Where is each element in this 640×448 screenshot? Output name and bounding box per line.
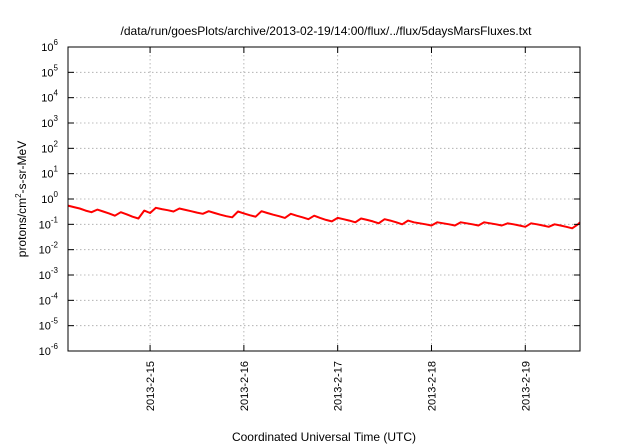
y-axis: 10-6 10-5 10-4 10-3 10-2 10-1 100 101 102 103 104 1… [39, 38, 580, 358]
y-tick-label: 104 [41, 89, 58, 105]
y-tick-label: 10-2 [39, 241, 59, 257]
y-tick-label: 106 [41, 38, 58, 54]
y-tick-label: 100 [41, 190, 58, 206]
x-tick-label: 2013-2-17 [333, 361, 345, 411]
x-tick-label: 2013-2-15 [145, 361, 157, 411]
y-axis-label: protons/cm2-s-sr-MeV [14, 141, 29, 257]
y-axis-label-suffix: -s-sr-MeV [15, 141, 29, 194]
y-tick-label: 10-1 [39, 215, 59, 231]
y-tick-label: 105 [41, 63, 58, 79]
y-axis-label-prefix: protons/cm [15, 198, 29, 257]
y-axis-label-superscript: 2 [14, 193, 23, 198]
y-tick-label: 101 [41, 165, 58, 181]
grid-lines [68, 47, 580, 351]
chart-title: /data/run/goesPlots/archive/2013-02-19/1… [121, 24, 533, 38]
series-layer [67, 204, 581, 230]
y-tick-label: 10-3 [39, 266, 59, 282]
series-line-0 [67, 204, 581, 230]
y-tick-label: 10-5 [39, 317, 59, 333]
y-tick-label: 103 [41, 114, 58, 130]
x-tick-label: 2013-2-16 [239, 361, 251, 411]
y-tick-label: 102 [41, 139, 58, 155]
y-tick-label: 10-6 [39, 342, 59, 358]
y-tick-label: 10-4 [39, 291, 59, 307]
x-tick-label: 2013-2-18 [426, 361, 438, 411]
x-axis-label: Coordinated Universal Time (UTC) [232, 430, 416, 444]
x-axis: 2013-2-15 2013-2-16 2013-2-17 2013-2-18 2013… [145, 47, 532, 411]
x-tick-label: 2013-2-19 [520, 361, 532, 411]
